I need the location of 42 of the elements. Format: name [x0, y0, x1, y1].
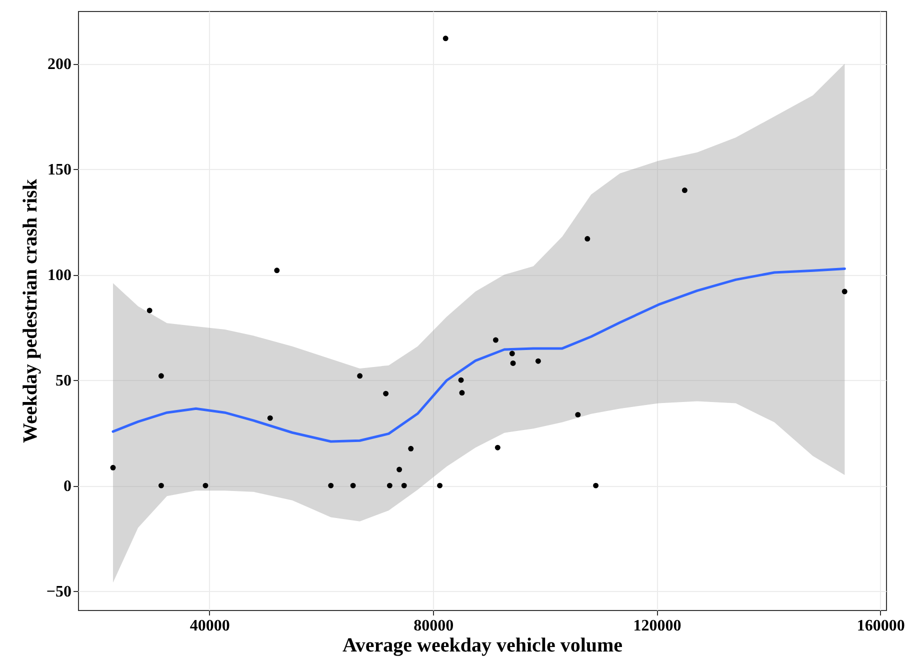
point	[458, 377, 464, 383]
point	[386, 482, 392, 488]
point	[437, 482, 443, 488]
point	[158, 482, 164, 488]
point	[328, 482, 334, 488]
point	[408, 446, 414, 452]
point	[510, 360, 516, 366]
point	[350, 482, 356, 488]
y-tick-label: 200	[48, 56, 72, 74]
point	[383, 390, 389, 396]
x-axis-title: Average weekday vehicle volume	[342, 634, 623, 656]
point	[396, 466, 402, 472]
point	[492, 337, 498, 343]
x-tick-label: 80000	[414, 618, 454, 634]
point	[158, 373, 164, 379]
point	[842, 288, 848, 294]
y-tick-label: 50	[56, 372, 72, 390]
point	[509, 350, 515, 356]
y-axis-title: Weekday pedestrian crash risk	[19, 178, 42, 443]
point	[146, 308, 152, 314]
y-tick-label: −50	[46, 584, 72, 601]
x-tick-label: 160000	[856, 618, 905, 634]
point	[575, 412, 581, 418]
point	[110, 464, 116, 470]
point	[535, 358, 541, 364]
x-tick-label: 40000	[190, 618, 230, 634]
x-tick-label: 120000	[633, 618, 682, 634]
y-tick-label: 150	[48, 162, 72, 179]
point	[274, 268, 280, 274]
point	[584, 236, 590, 242]
line-series	[112, 267, 846, 443]
point	[682, 188, 688, 194]
point	[459, 390, 465, 396]
point	[267, 415, 273, 421]
point	[442, 36, 448, 42]
y-tick-label: 100	[48, 267, 72, 284]
point	[401, 482, 407, 488]
point	[494, 444, 500, 450]
point	[593, 482, 599, 488]
point	[202, 482, 208, 488]
y-tick-label: 0	[64, 478, 72, 496]
point	[357, 373, 363, 379]
